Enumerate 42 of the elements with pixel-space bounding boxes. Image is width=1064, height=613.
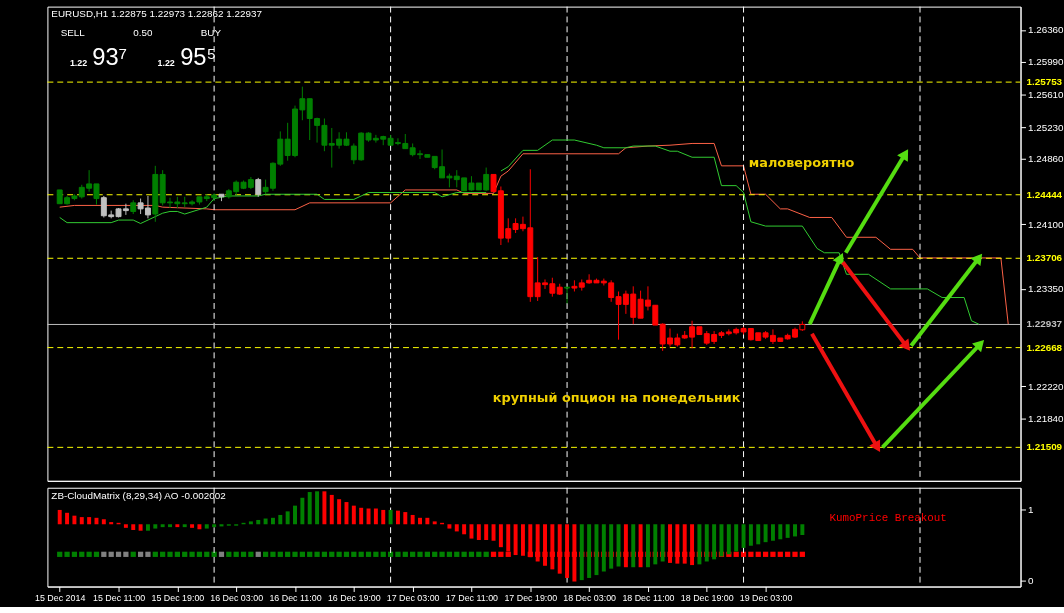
x-tick-label: 15 Dec 19:00: [151, 592, 205, 603]
y-tick-label: 0: [1027, 575, 1034, 587]
y-tick-label: 1.24860: [1027, 153, 1064, 165]
x-tick-label: 16 Dec 11:00: [269, 592, 322, 603]
x-tick-label: 19 Dec 03:00: [739, 592, 793, 603]
annotation: 95⁵: [180, 43, 217, 70]
x-tick-label: 15 Dec 11:00: [92, 592, 146, 603]
y-tick-label: 1: [1027, 503, 1034, 515]
y-tick-label: 1.21840: [1027, 413, 1064, 425]
y-tick-label: 1.26360: [1027, 24, 1064, 36]
y-tick-label: 1.25990: [1027, 56, 1064, 68]
x-tick-label: 16 Dec 03:00: [210, 592, 264, 603]
x-tick-label: 15 Dec 2014: [35, 592, 86, 603]
y-tick-label: 1.24100: [1027, 218, 1064, 230]
ref-line-label: 1.23706: [1026, 252, 1063, 264]
y-tick-label: 1.25230: [1027, 121, 1064, 133]
ref-line-label: 1.22937: [1026, 318, 1063, 330]
x-tick-label: 17 Dec 19:00: [504, 592, 558, 603]
x-tick-label: 17 Dec 03:00: [386, 592, 440, 603]
x-tick-label: 18 Dec 19:00: [680, 592, 734, 603]
ref-line-label: 1.24444: [1026, 188, 1063, 200]
annotation: 0.50: [133, 27, 153, 39]
ref-line-label: 1.21509: [1026, 441, 1063, 453]
annotation: крупный опцион на понедельник: [492, 389, 741, 405]
x-tick-label: 18 Dec 03:00: [563, 592, 617, 603]
annotation: SELL: [60, 27, 86, 39]
annotation: 1.22: [157, 58, 175, 69]
ref-line-label: 1.25753: [1026, 76, 1063, 88]
annotation: 93⁷: [92, 43, 128, 70]
annotation: маловероятно: [748, 155, 855, 171]
annotation: KumoPrice Breakout: [829, 512, 947, 525]
x-tick-label: 17 Dec 11:00: [445, 592, 499, 603]
x-tick-label: 18 Dec 11:00: [622, 592, 675, 603]
chart-title: EURUSD,H1 1.22875 1.22973 1.22862 1.22937: [51, 8, 262, 20]
x-tick-label: 16 Dec 19:00: [327, 592, 381, 603]
annotation: 1.22: [69, 58, 88, 69]
ref-line-label: 1.22668: [1026, 341, 1063, 353]
y-tick-label: 1.23350: [1027, 283, 1064, 295]
y-tick-label: 1.22220: [1027, 380, 1064, 392]
annotation: BUY: [200, 27, 222, 39]
y-tick-label: 1.25610: [1027, 88, 1064, 100]
chart-title: ZB-CloudMatrix (8,29,34) AO -0.002002: [51, 489, 226, 501]
